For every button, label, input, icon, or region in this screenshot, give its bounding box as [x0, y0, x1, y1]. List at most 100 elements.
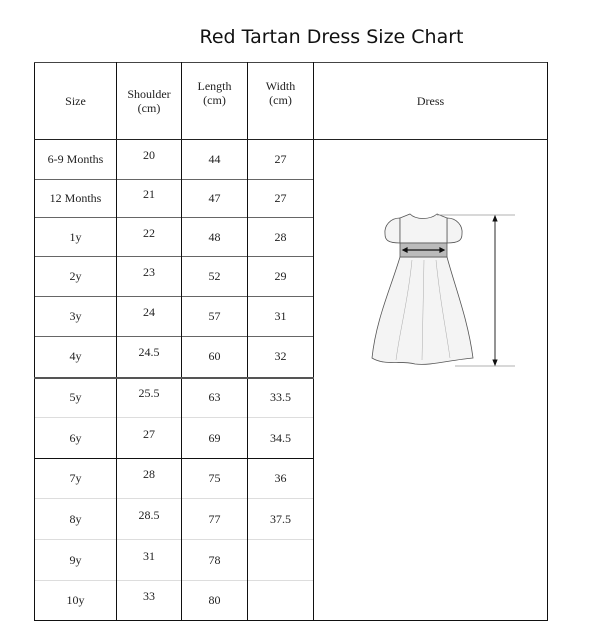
cell-shoulder: 21 [116, 179, 182, 218]
cell-size: 6y [34, 417, 117, 459]
header-width-unit: (cm) [269, 93, 292, 107]
cell-width-text: 33.5 [270, 390, 291, 405]
cell-width: 27 [247, 179, 314, 218]
cell-shoulder-text: 24.5 [138, 345, 160, 360]
header-length-label: Length [197, 79, 232, 93]
cell-length: 44 [181, 139, 248, 180]
cell-length-text: 47 [208, 191, 221, 205]
cell-shoulder-text: 33 [143, 589, 155, 603]
cell-size-text: 7y [69, 471, 82, 485]
table-row: 5y 25.5 63 33.5 [34, 376, 548, 418]
cell-width: 32 [247, 336, 314, 378]
header-width-label: Width [265, 79, 296, 93]
cell-size-text: 8y [69, 511, 82, 526]
cell-width-text: 34.5 [270, 430, 291, 445]
table-row: 12 Months 21 47 27 [34, 179, 548, 218]
cell-length: 69 [181, 417, 248, 459]
cell-size: 12 Months [34, 179, 117, 218]
cell-size-text: 10y [66, 593, 85, 607]
cell-length: 60 [181, 336, 248, 378]
cell-size: 1y [34, 217, 117, 257]
cell-size: 9y [34, 539, 117, 581]
cell-shoulder: 23 [116, 256, 182, 297]
cell-size: 10y [34, 580, 117, 621]
cell-shoulder-text: 25.5 [138, 386, 160, 401]
cell-size-text: 5y [69, 390, 82, 405]
cell-length-text: 75 [208, 471, 221, 485]
cell-length-text: 78 [208, 552, 221, 567]
cell-length-text: 44 [208, 152, 221, 166]
cell-width-text: 31 [274, 309, 287, 323]
cell-width-text: 29 [274, 269, 287, 283]
cell-width: 27 [247, 139, 314, 180]
cell-length-text: 60 [208, 349, 221, 364]
cell-width: 31 [247, 296, 314, 337]
header-row: Size Shoulder (cm) Length (cm) Width (cm) D… [34, 62, 548, 140]
cell-width-text: 28 [274, 229, 287, 244]
cell-width: 28 [247, 217, 314, 257]
table-row: 2y 23 52 29 [34, 256, 548, 297]
table-row: 1y 22 48 28 [34, 217, 548, 257]
cell-length: 52 [181, 256, 248, 297]
header-length-unit: (cm) [203, 93, 226, 107]
table-row: 6-9 Months 20 44 27 [34, 139, 548, 621]
table-row: 10y 33 80 [34, 580, 548, 621]
chart-title: Red Tartan Dress Size Chart [199, 26, 464, 48]
cell-width: 33.5 [247, 376, 314, 418]
cell-length-text: 69 [208, 430, 221, 445]
cell-size: 2y [34, 256, 117, 297]
cell-width-text: 32 [274, 349, 287, 364]
cell-shoulder-text: 28.5 [138, 507, 160, 522]
cell-shoulder: 33 [116, 580, 182, 621]
cell-size-text: 1y [69, 229, 82, 244]
header-dress: Dress [313, 62, 548, 140]
cell-length: 57 [181, 296, 248, 337]
header-size: Size [34, 62, 117, 140]
cell-width [247, 580, 314, 621]
cell-shoulder: 24.5 [116, 336, 182, 378]
cell-length-text: 63 [208, 390, 221, 405]
bodice [399, 213, 448, 244]
header-shoulder-unit: (cm) [137, 101, 161, 115]
table-row: 4y 24.5 60 32 [34, 336, 548, 378]
cell-shoulder-text: 31 [143, 548, 155, 563]
cell-length: 78 [181, 539, 248, 581]
cell-length-text: 57 [208, 309, 221, 323]
cell-shoulder-text: 28 [143, 467, 155, 481]
cell-length: 77 [181, 498, 248, 540]
cell-size: 4y [34, 336, 117, 378]
table-row: 3y 24 57 31 [34, 296, 548, 337]
cell-length: 63 [181, 376, 248, 418]
cell-shoulder: 31 [116, 539, 182, 581]
right-sleeve [446, 217, 463, 244]
cell-length-text: 77 [208, 511, 221, 526]
dress-illustration [371, 213, 515, 367]
cell-width-text: 37.5 [270, 511, 291, 526]
header-shoulder-label: Shoulder [127, 87, 171, 101]
cell-shoulder: 20 [116, 139, 182, 180]
cell-length-text: 52 [208, 269, 221, 283]
table-row: 6y 27 69 34.5 [34, 417, 548, 459]
table-row: 8y 28.5 77 37.5 [34, 498, 548, 540]
cell-length: 80 [181, 580, 248, 621]
cell-size-text: 12 Months [49, 191, 102, 205]
cell-size-text: 6y [69, 430, 82, 445]
cell-size: 6-9 Months [34, 139, 117, 180]
cell-shoulder: 22 [116, 217, 182, 257]
cell-width [247, 539, 314, 581]
cell-width-text: 27 [274, 191, 287, 205]
cell-width: 37.5 [247, 498, 314, 540]
cell-width-text: 27 [274, 152, 287, 166]
cell-shoulder-text: 23 [143, 265, 155, 279]
cell-size: 8y [34, 498, 117, 540]
cell-shoulder: 25.5 [116, 376, 182, 418]
cell-size-text: 2y [69, 269, 82, 283]
cell-size: 3y [34, 296, 117, 337]
table-row: 7y 28 75 36 [34, 458, 548, 499]
cell-length-text: 80 [208, 593, 221, 607]
cell-shoulder: 28.5 [116, 498, 182, 540]
cell-length-text: 48 [208, 229, 221, 244]
cell-width-text: 36 [274, 471, 287, 485]
cell-shoulder: 27 [116, 417, 182, 459]
cell-width: 34.5 [247, 417, 314, 459]
